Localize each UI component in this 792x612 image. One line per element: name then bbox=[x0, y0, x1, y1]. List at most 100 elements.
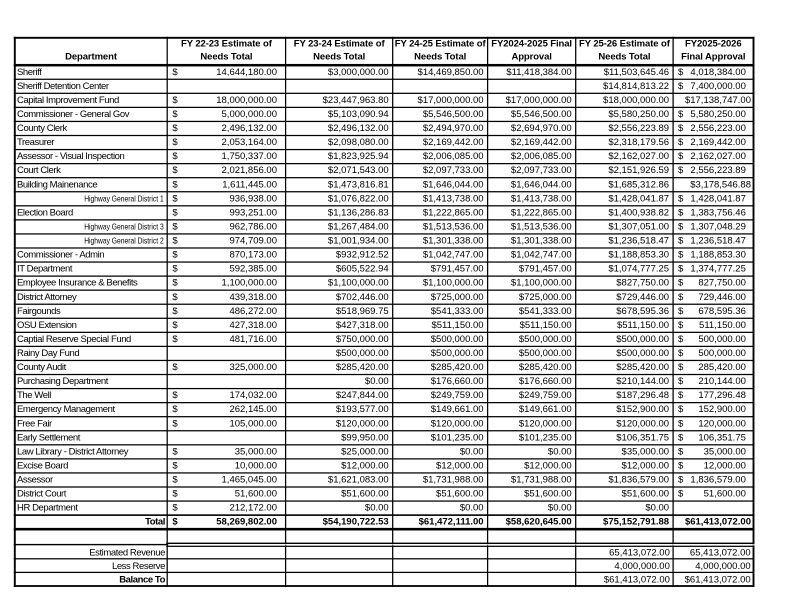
svg-text:$: $ bbox=[678, 390, 684, 401]
svg-text:$11,503,645.46: $11,503,645.46 bbox=[604, 67, 669, 78]
svg-text:$2,071,543.00: $2,071,543.00 bbox=[328, 165, 389, 176]
svg-text:$2,162,027.00: $2,162,027.00 bbox=[608, 151, 669, 162]
svg-text:827,750.00: 827,750.00 bbox=[698, 278, 746, 289]
svg-text:$: $ bbox=[678, 278, 684, 289]
svg-text:Highway General District 2: Highway General District 2 bbox=[84, 236, 164, 246]
svg-text:Fairgounds: Fairgounds bbox=[17, 306, 61, 317]
svg-text:1,750,337.00: 1,750,337.00 bbox=[222, 151, 277, 162]
svg-text:$: $ bbox=[678, 250, 684, 261]
svg-text:$: $ bbox=[678, 320, 684, 331]
svg-text:729,446.00: 729,446.00 bbox=[698, 292, 746, 303]
svg-text:$12,000.00: $12,000.00 bbox=[524, 460, 572, 471]
svg-text:$500,000.00: $500,000.00 bbox=[519, 334, 572, 345]
svg-text:$750,000.00: $750,000.00 bbox=[336, 334, 389, 345]
svg-text:Needs Total: Needs Total bbox=[414, 52, 466, 63]
svg-text:$: $ bbox=[172, 292, 178, 303]
svg-text:51,600.00: 51,600.00 bbox=[235, 489, 277, 500]
svg-text:$285,420.00: $285,420.00 bbox=[336, 362, 389, 373]
svg-text:FY 25-26 Estimate of: FY 25-26 Estimate of bbox=[579, 39, 671, 50]
svg-text:$932,912.52: $932,912.52 bbox=[336, 250, 389, 261]
svg-text:Sheriff Detention Center: Sheriff Detention Center bbox=[17, 81, 109, 92]
svg-text:$1,042,747.00: $1,042,747.00 bbox=[423, 250, 484, 261]
svg-text:$541,333.00: $541,333.00 bbox=[431, 306, 484, 317]
svg-text:Total: Total bbox=[145, 517, 165, 528]
svg-text:439,318.00: 439,318.00 bbox=[229, 292, 277, 303]
svg-text:$11,418,384.00: $11,418,384.00 bbox=[506, 67, 571, 78]
svg-text:$187,296.48: $187,296.48 bbox=[616, 390, 669, 401]
svg-text:$2,556,223.89: $2,556,223.89 bbox=[608, 123, 669, 134]
svg-text:$: $ bbox=[172, 362, 178, 373]
svg-text:$0.00: $0.00 bbox=[548, 503, 572, 514]
svg-text:Highway General District 3: Highway General District 3 bbox=[84, 221, 164, 231]
svg-text:14,644,180.00: 14,644,180.00 bbox=[216, 67, 277, 78]
svg-text:$2,097,733.00: $2,097,733.00 bbox=[423, 165, 484, 176]
svg-text:106,351.75: 106,351.75 bbox=[698, 432, 746, 443]
svg-text:12,000.00: 12,000.00 bbox=[704, 460, 746, 471]
svg-text:$: $ bbox=[678, 460, 684, 471]
svg-text:$3,000,000.00: $3,000,000.00 bbox=[328, 67, 389, 78]
svg-text:10,000.00: 10,000.00 bbox=[235, 460, 277, 471]
svg-text:$23,447,963.80: $23,447,963.80 bbox=[323, 95, 389, 106]
svg-text:$1,646,044.00: $1,646,044.00 bbox=[423, 179, 484, 190]
svg-text:$51,600.00: $51,600.00 bbox=[622, 489, 670, 500]
svg-text:678,595.36: 678,595.36 bbox=[698, 306, 746, 317]
svg-text:511,150.00: 511,150.00 bbox=[699, 320, 746, 331]
svg-text:1,611,445.00: 1,611,445.00 bbox=[222, 179, 277, 190]
svg-text:$: $ bbox=[678, 165, 684, 176]
svg-text:Election Board: Election Board bbox=[17, 207, 73, 218]
svg-text:$285,420.00: $285,420.00 bbox=[616, 362, 669, 373]
svg-text:Captial Reserve Special Fund: Captial Reserve Special Fund bbox=[17, 334, 131, 345]
svg-text:$17,000,000.00: $17,000,000.00 bbox=[418, 95, 484, 106]
svg-text:$14,469,850.00: $14,469,850.00 bbox=[418, 67, 484, 78]
svg-text:$61,413,072.00: $61,413,072.00 bbox=[685, 575, 751, 586]
svg-text:5,580,250.00: 5,580,250.00 bbox=[690, 109, 745, 120]
svg-text:$725,000.00: $725,000.00 bbox=[431, 292, 484, 303]
svg-text:$: $ bbox=[172, 475, 178, 486]
svg-text:285,420.00: 285,420.00 bbox=[698, 362, 746, 373]
svg-text:$285,420.00: $285,420.00 bbox=[519, 362, 572, 373]
svg-text:$: $ bbox=[172, 334, 178, 345]
svg-text:$120,000.00: $120,000.00 bbox=[336, 418, 389, 429]
svg-text:325,000.00: 325,000.00 bbox=[229, 362, 277, 373]
svg-text:$: $ bbox=[172, 503, 178, 514]
svg-text:$1,413,738.00: $1,413,738.00 bbox=[423, 193, 484, 204]
svg-text:$0.00: $0.00 bbox=[460, 446, 484, 457]
svg-text:$: $ bbox=[678, 348, 684, 359]
svg-text:$827,750.00: $827,750.00 bbox=[616, 278, 669, 289]
svg-text:$3,178,546.88: $3,178,546.88 bbox=[690, 179, 751, 190]
svg-text:Balance To: Balance To bbox=[119, 575, 165, 586]
svg-text:$: $ bbox=[678, 207, 684, 218]
svg-text:Employee Insurance & Benefits: Employee Insurance & Benefits bbox=[17, 278, 138, 289]
svg-text:$: $ bbox=[172, 390, 178, 401]
svg-text:1,383,756.46: 1,383,756.46 bbox=[690, 207, 745, 218]
svg-text:Building Mainenance: Building Mainenance bbox=[17, 179, 97, 190]
svg-text:$285,420.00: $285,420.00 bbox=[431, 362, 484, 373]
svg-text:$152,900.00: $152,900.00 bbox=[616, 404, 669, 415]
svg-text:500,000.00: 500,000.00 bbox=[698, 348, 746, 359]
svg-text:HR Department: HR Department bbox=[17, 503, 78, 514]
svg-text:$14,814,813.22: $14,814,813.22 bbox=[603, 81, 669, 92]
svg-text:$511,150.00: $511,150.00 bbox=[520, 320, 572, 331]
svg-text:$17,000,000.00: $17,000,000.00 bbox=[506, 95, 572, 106]
svg-text:Highway General District 1: Highway General District 1 bbox=[84, 193, 164, 203]
svg-text:$210,144.00: $210,144.00 bbox=[616, 376, 669, 387]
svg-text:$1,076,822.00: $1,076,822.00 bbox=[328, 193, 389, 204]
svg-text:$51,600.00: $51,600.00 bbox=[524, 489, 572, 500]
svg-text:OSU Extension: OSU Extension bbox=[17, 320, 77, 331]
svg-text:7,400,000.00: 7,400,000.00 bbox=[690, 81, 745, 92]
svg-text:65,413,072.00: 65,413,072.00 bbox=[609, 547, 670, 558]
svg-text:$101,235.00: $101,235.00 bbox=[519, 432, 572, 443]
svg-text:$: $ bbox=[678, 432, 684, 443]
svg-text:Final Approval: Final Approval bbox=[681, 52, 745, 63]
svg-text:$1,513,536.00: $1,513,536.00 bbox=[511, 221, 572, 232]
svg-text:$1,074,777.25: $1,074,777.25 bbox=[608, 264, 669, 275]
svg-text:$: $ bbox=[678, 221, 684, 232]
svg-text:$: $ bbox=[678, 404, 684, 415]
svg-text:$: $ bbox=[678, 193, 684, 204]
svg-text:$791,457.00: $791,457.00 bbox=[519, 264, 572, 275]
svg-text:51,600.00: 51,600.00 bbox=[704, 489, 746, 500]
svg-text:$61,413,072.00: $61,413,072.00 bbox=[685, 517, 751, 528]
svg-text:$1,042,747.00: $1,042,747.00 bbox=[511, 250, 572, 261]
svg-text:$: $ bbox=[678, 151, 684, 162]
svg-text:1,428,041.87: 1,428,041.87 bbox=[690, 193, 745, 204]
